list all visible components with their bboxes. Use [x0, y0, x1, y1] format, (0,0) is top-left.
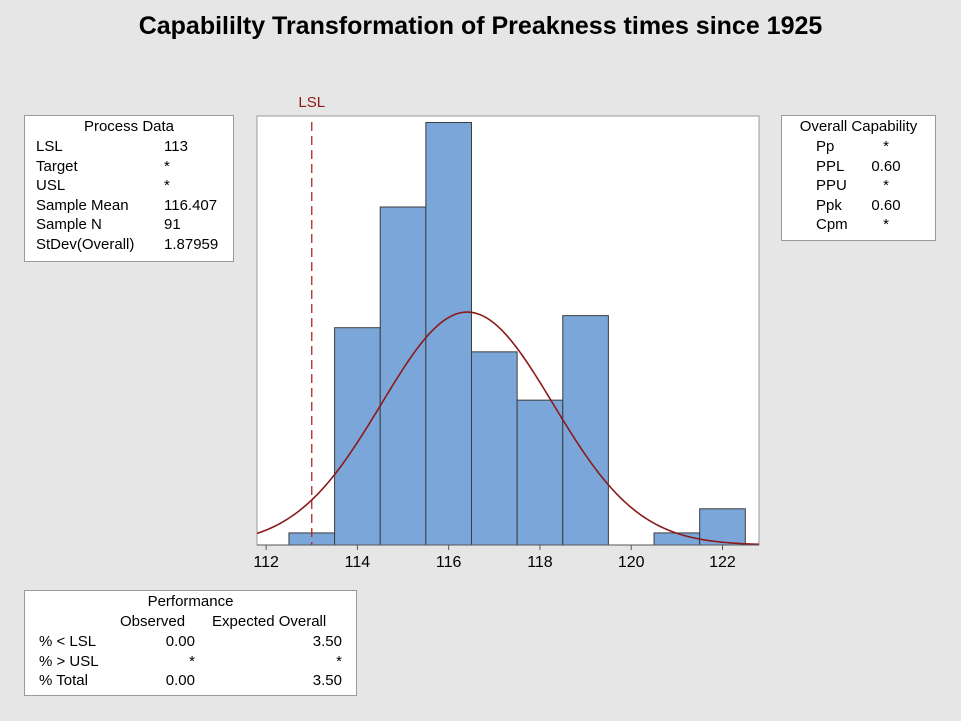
lsl-label: LSL	[298, 94, 325, 111]
process-data-value: 1.87959	[164, 235, 219, 253]
histogram-bar	[699, 508, 746, 546]
normal-curve	[256, 311, 760, 546]
process-data-label: Sample N	[36, 216, 102, 233]
performance-expected-value: 3.50	[312, 672, 342, 689]
x-tick-label: 122	[709, 554, 736, 571]
histogram-bar	[470, 351, 518, 546]
performance-observed-value: 0.00	[165, 672, 195, 689]
performance-header: Performance	[147, 593, 234, 610]
x-tick-label: 120	[618, 554, 645, 571]
process-data-value: 113	[164, 138, 188, 155]
process-data-label: Sample Mean	[36, 196, 129, 214]
performance-row-label: % < LSL	[39, 633, 97, 650]
process-data-value: 116.407	[164, 196, 218, 214]
process-data-value: *	[164, 157, 170, 175]
performance-observed-value: *	[189, 652, 195, 670]
overall-capability-label: PPL	[816, 157, 845, 175]
performance-expected-value: 3.50	[312, 633, 342, 650]
x-tick-label: 118	[527, 554, 553, 571]
process-data-label: StDev(Overall)	[36, 235, 135, 253]
overall-capability-label: Pp	[816, 138, 835, 155]
process-data-box: Process Data LSL 113 Target * USL * Sample Mea…	[24, 115, 234, 262]
x-tick-label: 114	[345, 554, 371, 571]
histogram-bar	[516, 399, 564, 546]
process-data-value: 91	[164, 216, 181, 233]
performance-col-expected: Expected Overall	[212, 613, 327, 630]
overall-capability-value: *	[883, 138, 889, 155]
performance-box: Performance Observed Expected Overall % …	[24, 590, 357, 696]
process-data-label: USL	[36, 177, 66, 194]
overall-capability-label: Ppk	[816, 196, 842, 214]
process-data-header: Process Data	[83, 118, 175, 135]
process-data-label: LSL	[36, 138, 63, 155]
histogram-bar	[334, 327, 381, 546]
histogram-bar	[653, 532, 701, 546]
performance-expected-value: *	[336, 652, 342, 670]
histogram-bar	[425, 121, 472, 546]
overall-capability-header: Overall Capability	[799, 118, 918, 135]
overall-capability-label: PPU	[816, 177, 847, 194]
x-tick-label: 112	[253, 554, 279, 571]
process-data-label: Target	[36, 157, 78, 175]
process-data-value: *	[164, 177, 170, 194]
overall-capability-value: *	[883, 216, 889, 233]
overall-capability-value: *	[883, 177, 889, 194]
x-tick-label: 116	[436, 554, 462, 571]
histogram-bar	[379, 206, 427, 546]
overall-capability-value: 0.60	[871, 196, 901, 214]
performance-observed-value: 0.00	[165, 633, 195, 650]
performance-row-label: % > USL	[39, 652, 99, 670]
performance-row-label: % Total	[39, 672, 88, 689]
overall-capability-label: Cpm	[816, 216, 848, 233]
performance-col-observed: Observed	[120, 613, 186, 630]
chart-title: Capabililty Transformation of Preakness …	[138, 12, 823, 40]
histogram-bar	[562, 315, 609, 546]
overall-capability-box: Overall Capability Pp * PPL 0.60 PPU * Ppk 0.60…	[781, 115, 936, 241]
overall-capability-value: 0.60	[871, 157, 901, 175]
